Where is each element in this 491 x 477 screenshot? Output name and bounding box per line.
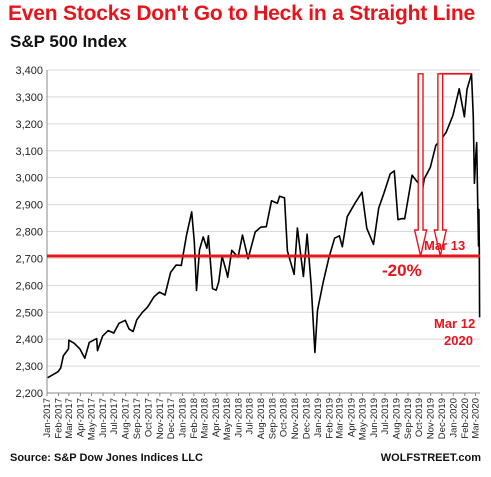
low-year-label: 2020 [444, 333, 473, 348]
x-tick-label: Oct-2019 [414, 398, 425, 437]
low-date-label: Mar 12 [434, 316, 475, 331]
x-tick-label: Dec-2018 [301, 398, 312, 439]
x-tick-label: Aug-2017 [121, 398, 132, 439]
x-tick-label: Oct-2018 [279, 398, 290, 437]
x-tick-label: Oct-2017 [143, 398, 154, 437]
x-tick-label: Jan-2020 [448, 398, 459, 438]
y-tick-label: 2,200 [15, 388, 43, 400]
x-tick-label: Mar-2018 [199, 398, 210, 439]
y-tick-label: 3,400 [15, 65, 43, 77]
x-tick-label: Jul-2018 [245, 398, 256, 434]
x-tick-label: Aug-2019 [392, 398, 403, 439]
y-tick-label: 2,300 [15, 361, 43, 373]
y-tick-label: 3,100 [15, 146, 43, 158]
y-tick-label: 2,500 [15, 307, 43, 319]
annotation-layer: Mar 13-20% Mar 12 2020 [47, 72, 480, 348]
x-tick-label: Feb-2017 [54, 398, 65, 439]
y-tick-label: 3,300 [15, 92, 43, 104]
sp500-series-line [47, 73, 481, 379]
x-tick-label: May-2018 [222, 398, 233, 440]
x-tick-label: Jan-2017 [42, 398, 53, 438]
x-tick-label: Apr-2017 [75, 398, 86, 437]
y-tick-label: 2,800 [15, 227, 43, 239]
y-tick-label: 2,600 [15, 280, 43, 292]
y-tick-label: 2,700 [15, 253, 43, 265]
x-tick-label: Feb-2020 [460, 398, 471, 439]
x-tick-label: Feb-2019 [324, 398, 335, 439]
chart-title: Even Stocks Don't Go to Heck in a Straig… [8, 2, 476, 25]
x-tick-label: May-2019 [357, 398, 368, 440]
y-tick-label: 2,400 [15, 334, 43, 346]
drop-percent-label: -20% [382, 261, 422, 280]
y-tick-label: 2,900 [15, 200, 43, 212]
x-tick-label: Jul-2019 [380, 398, 391, 434]
drop-arrow [413, 73, 428, 257]
x-tick-label: Dec-2017 [166, 398, 177, 439]
x-tick-label: Sep-2017 [132, 398, 143, 439]
x-tick-label: Jan-2019 [313, 398, 324, 438]
x-tick-label: Jun-2018 [233, 398, 244, 438]
x-tick-label: Aug-2018 [256, 398, 267, 439]
x-tick-label: Apr-2018 [211, 398, 222, 437]
x-tick-label: Jun-2017 [98, 398, 109, 438]
series-layer [47, 73, 481, 379]
y-axis: 2,200 2,300 2,400 2,500 2,600 2,700 2,800 2,900… [15, 65, 48, 400]
y-tick-label: 3,000 [15, 173, 43, 185]
threshold-label: Mar 13 [424, 238, 465, 253]
x-tick-label: Sep-2019 [403, 398, 414, 439]
x-tick-label: Feb-2018 [189, 398, 200, 439]
x-tick-label: Nov-2018 [290, 398, 301, 439]
x-tick-label: Sep-2018 [268, 398, 279, 439]
x-tick-label: Jun-2019 [369, 398, 380, 438]
drop-arrow [433, 73, 448, 257]
x-tick-label: Mar-2020 [471, 398, 482, 439]
y-tick-label: 3,200 [15, 119, 43, 131]
chart-subtitle: S&P 500 Index [10, 32, 127, 51]
x-tick-label: Apr-2019 [346, 398, 357, 437]
x-tick-label: Jan-2018 [177, 398, 188, 438]
brand-logo-text: WOLFSTREET.com [380, 452, 481, 464]
x-tick-label: Jul-2017 [109, 398, 120, 434]
x-tick-label: Nov-2017 [155, 398, 166, 439]
x-axis: Jan-2017 Feb-2017 Mar-2017 Apr-2017 May-2017… [42, 392, 482, 440]
source-note: Source: S&P Dow Jones Indices LLC [10, 452, 203, 464]
x-tick-label: Mar-2017 [64, 398, 75, 439]
x-tick-label: Nov-2019 [426, 398, 437, 439]
x-tick-label: May-2017 [87, 398, 98, 440]
x-tick-label: Dec-2019 [437, 398, 448, 439]
x-tick-label: Mar-2019 [335, 398, 346, 439]
